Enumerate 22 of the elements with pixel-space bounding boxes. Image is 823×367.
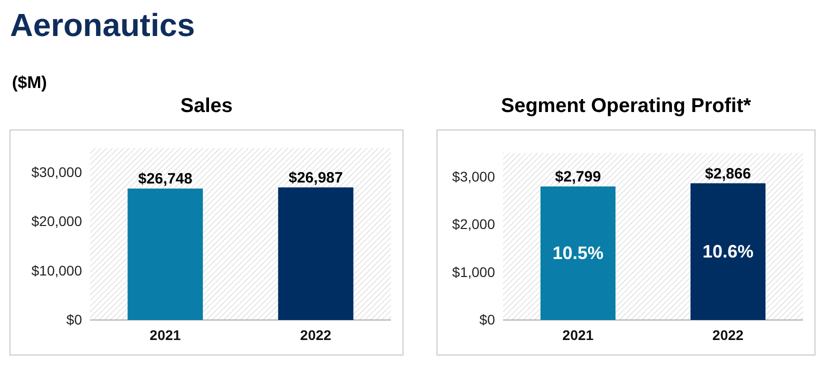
chart-title: Sales [180, 95, 233, 117]
y-tick-label: $1,000 [452, 264, 496, 280]
data-label: $26,987 [288, 169, 343, 186]
y-tick-label: $10,000 [31, 262, 82, 278]
annotation: 10.6% [702, 242, 754, 262]
chart-title: Segment Operating Profit* [500, 95, 752, 117]
y-tick-label: $30,000 [31, 164, 82, 180]
x-tick-label: 2022 [712, 326, 744, 343]
y-tick-label: $0 [66, 311, 82, 328]
y-tick-label: $3,000 [452, 168, 496, 184]
data-label: $2,799 [555, 168, 601, 186]
y-tick-label: $0 [479, 311, 496, 328]
data-label: $26,748 [138, 170, 192, 188]
data-label: $2,866 [705, 165, 751, 182]
x-tick-label: 2021 [150, 326, 182, 343]
y-tick-label: $20,000 [31, 213, 82, 230]
annotation: 10.5% [552, 243, 604, 264]
text: Aeronautics [10, 7, 195, 43]
text: ($M) [12, 73, 47, 92]
x-tick-label: 2022 [300, 326, 332, 343]
x-tick-label: 2021 [562, 326, 594, 343]
y-tick-label: $2,000 [452, 216, 496, 232]
